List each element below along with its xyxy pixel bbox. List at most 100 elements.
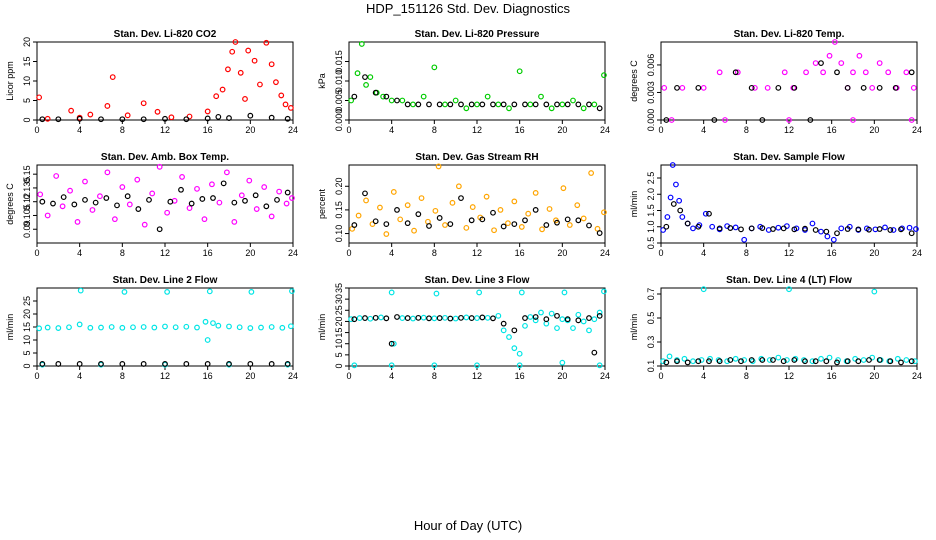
data-point xyxy=(538,309,544,316)
data-point xyxy=(149,190,156,197)
data-point xyxy=(399,97,406,104)
data-point xyxy=(418,195,425,201)
y-axis-label: ml/min xyxy=(317,314,327,341)
data-point xyxy=(248,289,255,295)
x-tick-label: 24 xyxy=(912,125,922,135)
data-point xyxy=(522,322,528,329)
plot-frame xyxy=(348,41,606,121)
data-point xyxy=(580,105,587,112)
data-point xyxy=(436,315,443,321)
x-tick-label: 16 xyxy=(203,125,213,135)
panel-3: Stan. Dev. Li-820 Temp. 0 4 8 12 16 20 24 0.000 0… xyxy=(629,29,922,135)
x-tick-label: 24 xyxy=(912,371,922,381)
data-point xyxy=(781,69,788,76)
data-point xyxy=(104,169,111,176)
y-tick-label: 0.105 xyxy=(22,204,32,227)
data-point xyxy=(204,361,211,367)
y-tick-label: 0.000 xyxy=(646,109,656,132)
data-point xyxy=(554,325,560,332)
y-tick-label: 0.15 xyxy=(22,165,32,183)
data-point xyxy=(506,334,512,340)
series-1min xyxy=(660,162,919,243)
data-point xyxy=(532,207,539,213)
data-point xyxy=(130,324,136,331)
data-point xyxy=(546,206,553,212)
plot-frame xyxy=(36,287,294,367)
data-point xyxy=(383,93,390,100)
x-tick-label: 24 xyxy=(912,248,922,258)
data-point xyxy=(213,93,220,100)
data-point xyxy=(432,207,439,214)
x-tick-label: 20 xyxy=(557,371,567,381)
data-point xyxy=(399,315,406,321)
data-point xyxy=(596,312,603,319)
data-point xyxy=(87,111,94,118)
data-point xyxy=(574,202,581,209)
data-point xyxy=(390,189,397,195)
data-point xyxy=(82,196,88,203)
data-point xyxy=(560,185,567,192)
data-point xyxy=(586,315,592,321)
data-point xyxy=(247,361,254,367)
data-point xyxy=(518,289,525,296)
data-point xyxy=(431,362,438,369)
data-point xyxy=(495,312,502,319)
data-point xyxy=(289,288,295,295)
data-point xyxy=(824,233,831,240)
data-point xyxy=(156,226,163,233)
data-point xyxy=(188,200,195,207)
data-point xyxy=(98,116,104,123)
data-point xyxy=(263,39,270,46)
data-point xyxy=(575,101,582,108)
series-hourly-mean xyxy=(663,357,915,366)
data-point xyxy=(283,200,290,207)
x-tick-label: 20 xyxy=(245,371,255,381)
data-point xyxy=(209,181,215,188)
y-axis-label: Licor ppm xyxy=(5,61,15,101)
data-point xyxy=(238,192,245,199)
data-point xyxy=(282,101,289,108)
data-point xyxy=(287,105,294,111)
data-point xyxy=(458,195,464,201)
data-point xyxy=(114,202,120,209)
data-point xyxy=(109,74,116,80)
y-tick-label: 25 xyxy=(334,305,344,315)
data-point xyxy=(92,199,99,206)
data-point xyxy=(383,221,390,227)
data-point xyxy=(268,361,275,367)
y-tick-label: 5 xyxy=(334,352,344,357)
data-point xyxy=(220,180,227,187)
panel-title: Stan. Dev. Li-820 Pressure xyxy=(415,29,540,40)
data-point xyxy=(898,359,904,366)
data-point xyxy=(252,192,259,199)
data-point xyxy=(866,357,872,363)
data-point xyxy=(831,39,838,45)
data-point xyxy=(154,108,161,115)
data-point xyxy=(899,225,905,232)
y-tick-label: 0.5 xyxy=(646,237,656,250)
data-point xyxy=(436,215,443,221)
data-point xyxy=(702,210,709,217)
data-point xyxy=(601,72,607,79)
x-tick-label: 16 xyxy=(827,371,837,381)
data-point xyxy=(358,41,365,47)
data-point xyxy=(786,117,792,123)
data-point xyxy=(247,325,254,331)
data-point xyxy=(838,60,845,67)
data-point xyxy=(179,174,185,180)
x-tick-label: 24 xyxy=(600,248,610,258)
data-point xyxy=(431,315,438,322)
data-point xyxy=(39,198,46,205)
data-point xyxy=(388,362,395,369)
data-point xyxy=(715,357,722,363)
data-point xyxy=(690,225,696,232)
data-point xyxy=(527,314,534,320)
data-point xyxy=(372,218,379,225)
data-point xyxy=(245,47,252,54)
data-point xyxy=(273,79,279,86)
data-point xyxy=(511,198,518,205)
data-point xyxy=(50,200,56,207)
